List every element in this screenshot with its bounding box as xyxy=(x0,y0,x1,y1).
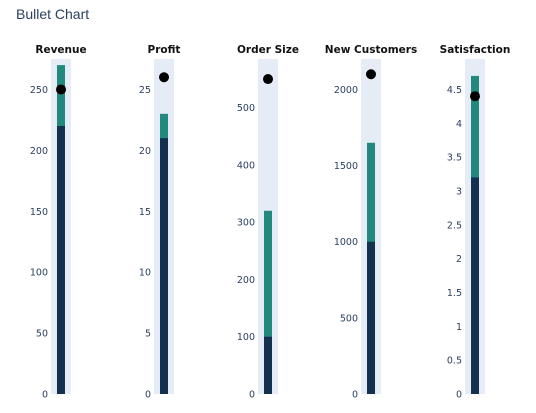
profit-target-marker xyxy=(159,72,169,83)
satisfaction-panel-title: Satisfaction xyxy=(440,44,511,56)
revenue-tick-label: 0 xyxy=(42,390,48,401)
new-customers-panel-title: New Customers xyxy=(325,44,417,56)
revenue-tick-label: 250 xyxy=(30,85,48,96)
order-size-tick-label: 400 xyxy=(237,160,255,171)
satisfaction-tick-label: 4.5 xyxy=(447,85,462,96)
satisfaction-actual-bar xyxy=(471,177,479,394)
order-size-tick-label: 500 xyxy=(237,103,255,114)
satisfaction-tick-label: 2.5 xyxy=(447,220,462,231)
chart-title: Bullet Chart xyxy=(16,6,90,22)
satisfaction-target-marker xyxy=(470,91,480,102)
profit-actual-bar xyxy=(160,138,168,394)
satisfaction-tick-label: 0.5 xyxy=(447,356,462,367)
new-customers-tick-label: 500 xyxy=(340,313,358,324)
new-customers-tick-label: 1000 xyxy=(334,237,358,248)
satisfaction-tick-label: 4 xyxy=(456,119,462,130)
revenue-tick-label: 100 xyxy=(30,268,48,279)
revenue-tick-label: 150 xyxy=(30,207,48,218)
new-customers-tick-label: 0 xyxy=(352,390,358,401)
satisfaction-tick-label: 1 xyxy=(456,322,462,333)
satisfaction-tick-label: 0 xyxy=(456,390,462,401)
profit-tick-label: 10 xyxy=(139,268,151,279)
revenue-tick-label: 200 xyxy=(30,146,48,157)
revenue-actual-bar xyxy=(57,126,65,394)
new-customers-target-marker xyxy=(366,69,376,80)
satisfaction-tick-label: 1.5 xyxy=(447,288,462,299)
order-size-tick-label: 200 xyxy=(237,275,255,286)
order-size-panel-title: Order Size xyxy=(237,44,299,56)
order-size-comparative-bar xyxy=(264,210,272,394)
revenue-target-marker xyxy=(56,84,66,95)
order-size-target-marker xyxy=(263,74,273,85)
new-customers-tick-label: 1500 xyxy=(334,161,358,172)
profit-tick-label: 15 xyxy=(139,207,151,218)
new-customers-actual-bar xyxy=(367,241,375,394)
order-size-tick-label: 300 xyxy=(237,218,255,229)
satisfaction-tick-label: 3.5 xyxy=(447,153,462,164)
satisfaction-tick-label: 3 xyxy=(456,186,462,197)
profit-tick-label: 5 xyxy=(145,329,151,340)
satisfaction-tick-label: 2 xyxy=(456,254,462,265)
profit-tick-label: 25 xyxy=(139,85,151,96)
order-size-tick-label: 0 xyxy=(249,390,255,401)
profit-tick-label: 0 xyxy=(145,390,151,401)
profit-tick-label: 20 xyxy=(139,146,151,157)
revenue-panel-title: Revenue xyxy=(35,44,86,56)
profit-panel-title: Profit xyxy=(148,44,181,56)
order-size-tick-label: 100 xyxy=(237,332,255,343)
new-customers-tick-label: 2000 xyxy=(334,85,358,96)
order-size-actual-bar xyxy=(264,336,272,394)
revenue-tick-label: 50 xyxy=(36,329,48,340)
